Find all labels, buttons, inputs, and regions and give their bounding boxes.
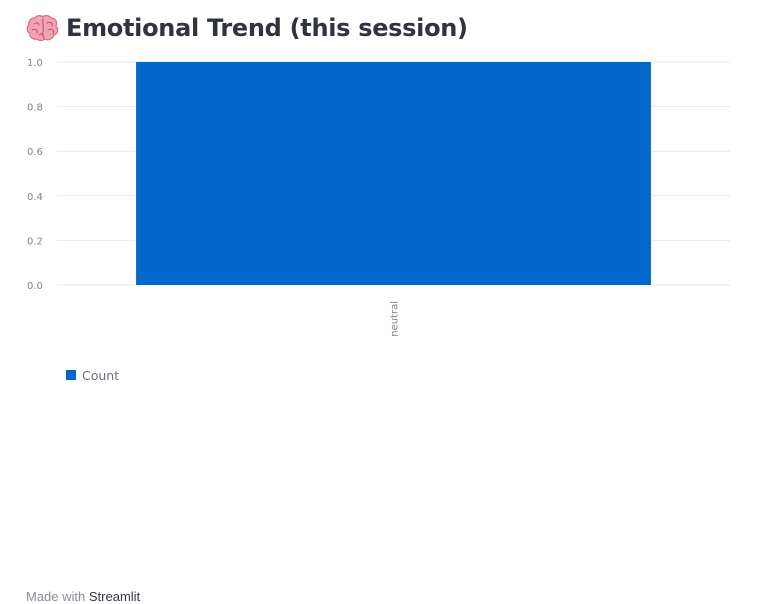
y-tick-label: 0.0 <box>27 281 43 292</box>
brain-icon <box>26 13 60 43</box>
page-header: Emotional Trend (this session) <box>26 10 468 46</box>
streamlit-link[interactable]: Streamlit <box>88 589 141 604</box>
legend-swatch <box>66 370 76 380</box>
y-tick-label: 1.0 <box>27 58 43 69</box>
page-title: Emotional Trend (this session) <box>66 14 468 42</box>
y-tick-label: 0.8 <box>27 103 43 114</box>
legend-label: Count <box>82 368 119 383</box>
footer: Made with Streamlit <box>26 589 140 604</box>
y-tick-label: 0.4 <box>27 192 43 203</box>
y-tick-label: 0.6 <box>27 147 43 158</box>
y-tick-label: 0.2 <box>27 236 43 247</box>
bar-chart[interactable]: 0.0 0.2 0.4 0.6 0.8 1.0 neutral Count <box>0 0 772 400</box>
footer-prefix: Made with <box>26 589 86 604</box>
bar[interactable] <box>136 62 651 285</box>
x-tick-label: neutral <box>390 301 401 337</box>
